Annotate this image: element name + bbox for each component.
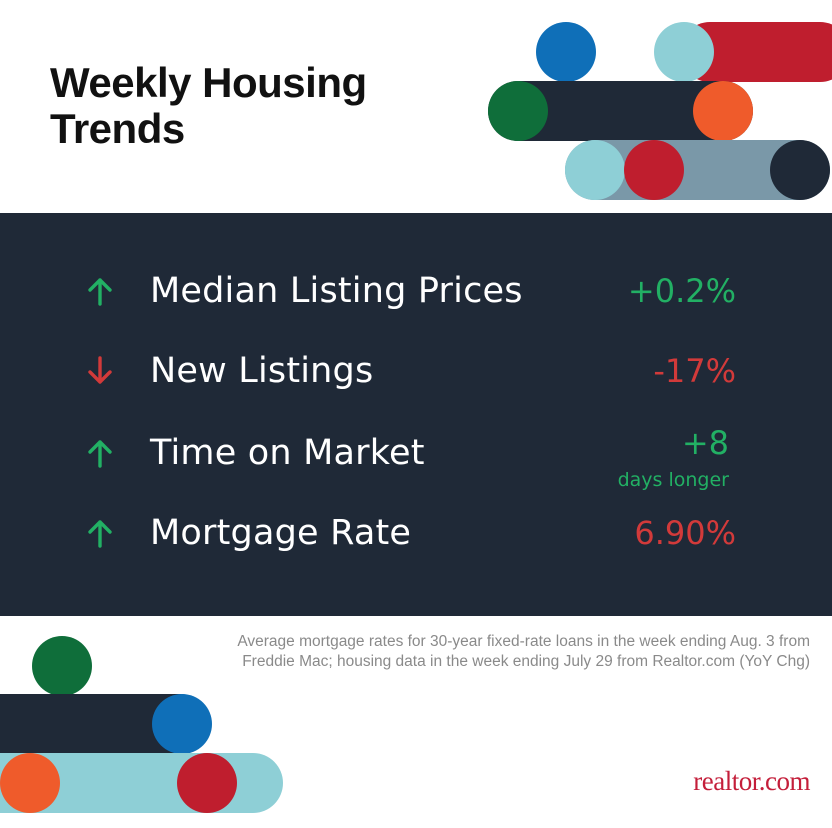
realtor-logo: realtor.com: [693, 766, 810, 796]
metric-subtext: days longer: [617, 469, 729, 491]
metric-row-new-listings: New Listings -17%: [0, 341, 832, 401]
metric-label: Time on Market: [150, 433, 425, 473]
metric-label: New Listings: [150, 351, 374, 391]
arrow-down-icon: [88, 356, 112, 384]
metric-label: Median Listing Prices: [150, 271, 523, 311]
metric-label: Mortgage Rate: [150, 513, 412, 553]
metric-row-time-on-market: Time on Market +8 days longer: [0, 423, 832, 491]
metric-value: +8: [681, 424, 729, 462]
arrow-up-icon: [88, 278, 112, 306]
arrow-up-icon: [88, 440, 112, 468]
metric-value: +0.2%: [627, 272, 736, 310]
page-title: Weekly Housing Trends: [50, 59, 367, 152]
arrow-up-icon: [88, 520, 112, 548]
metric-row-median-listing-prices: Median Listing Prices +0.2%: [0, 261, 832, 321]
metrics-panel: Median Listing Prices +0.2% New Listings…: [0, 213, 832, 616]
footnote: Average mortgage rates for 30-year fixed…: [237, 633, 810, 670]
metric-row-mortgage-rate: Mortgage Rate 6.90%: [0, 503, 832, 563]
metric-value: 6.90%: [634, 514, 736, 552]
metric-value: -17%: [653, 352, 736, 390]
